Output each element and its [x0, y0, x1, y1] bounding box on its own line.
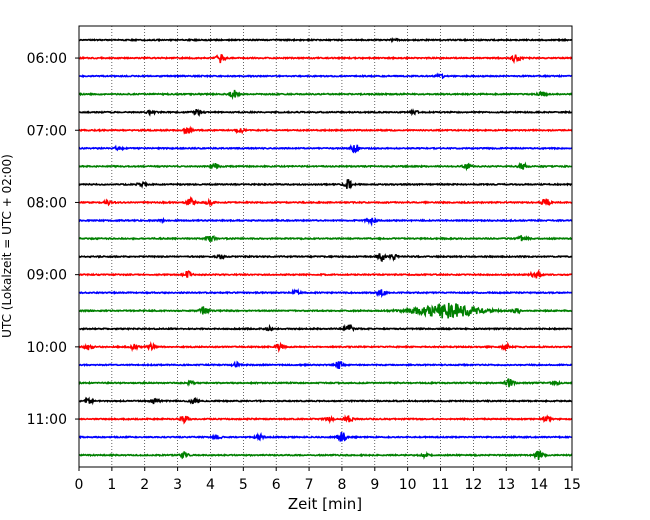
- y-tick-label: 10:00: [27, 340, 67, 356]
- x-tick-label: 3: [173, 477, 182, 493]
- trace-0930: [78, 302, 573, 319]
- x-tick-label: 0: [75, 477, 84, 493]
- x-tick-label: 15: [563, 477, 581, 493]
- x-tick-label: 7: [305, 477, 314, 493]
- x-tick-label: 1: [107, 477, 116, 493]
- trace-1130: [78, 450, 573, 461]
- trace-1000: [78, 341, 573, 354]
- trace-1115: [78, 431, 573, 442]
- x-tick-label: 14: [530, 477, 548, 493]
- trace-0945: [78, 323, 573, 333]
- x-axis-label: Zeit [min]: [288, 495, 362, 513]
- x-tick-label: 13: [497, 477, 515, 493]
- x-tick-label: 6: [272, 477, 281, 493]
- trace-1045: [79, 396, 573, 406]
- x-tick-label: 9: [370, 477, 379, 493]
- y-tick-label: 09:00: [27, 268, 67, 284]
- trace-0630: [78, 89, 573, 101]
- plot-frame: [78, 25, 573, 468]
- trace-0745: [78, 179, 573, 190]
- trace-0700: [78, 125, 573, 135]
- trace-0715: [78, 144, 572, 154]
- trace-0645: [78, 108, 573, 117]
- x-tick-label: 2: [140, 477, 149, 493]
- x-tick-label: 11: [432, 477, 450, 493]
- trace-0815: [78, 216, 573, 227]
- x-axis-ticks: 0 1 2 3 4 5 6 7 8 9 10 11 12 13 14 15: [75, 467, 581, 493]
- trace-0845: [78, 253, 573, 263]
- trace-1030: [78, 378, 573, 388]
- trace-1100: [78, 414, 573, 425]
- x-tick-label: 5: [239, 477, 248, 493]
- y-tick-label: 07:00: [27, 123, 67, 139]
- y-tick-label: 06:00: [27, 51, 67, 67]
- trace-0900: [78, 268, 573, 279]
- y-tick-label: 08:00: [27, 195, 67, 211]
- trace-0915: [78, 288, 573, 299]
- y-axis-ticks: 06:00 07:00 08:00 09:00 10:00 11:00: [27, 51, 79, 428]
- trace-0600: [78, 54, 573, 65]
- trace-1015: [78, 360, 573, 369]
- trace-0615: [79, 72, 573, 80]
- trace-0545: [79, 36, 573, 44]
- y-tick-label: 11:00: [27, 412, 67, 428]
- plot-background: [79, 26, 572, 467]
- trace-0730: [78, 161, 573, 172]
- x-tick-label: 10: [399, 477, 417, 493]
- seismogram-traces: [78, 36, 573, 461]
- x-tick-label: 12: [464, 477, 482, 493]
- y-axis-label: UTC (Lokalzeit = UTC + 02:00): [0, 154, 14, 338]
- trace-0830: [78, 234, 573, 242]
- x-tick-label: 8: [337, 477, 346, 493]
- x-tick-label: 4: [206, 477, 215, 493]
- trace-0800: [78, 195, 573, 208]
